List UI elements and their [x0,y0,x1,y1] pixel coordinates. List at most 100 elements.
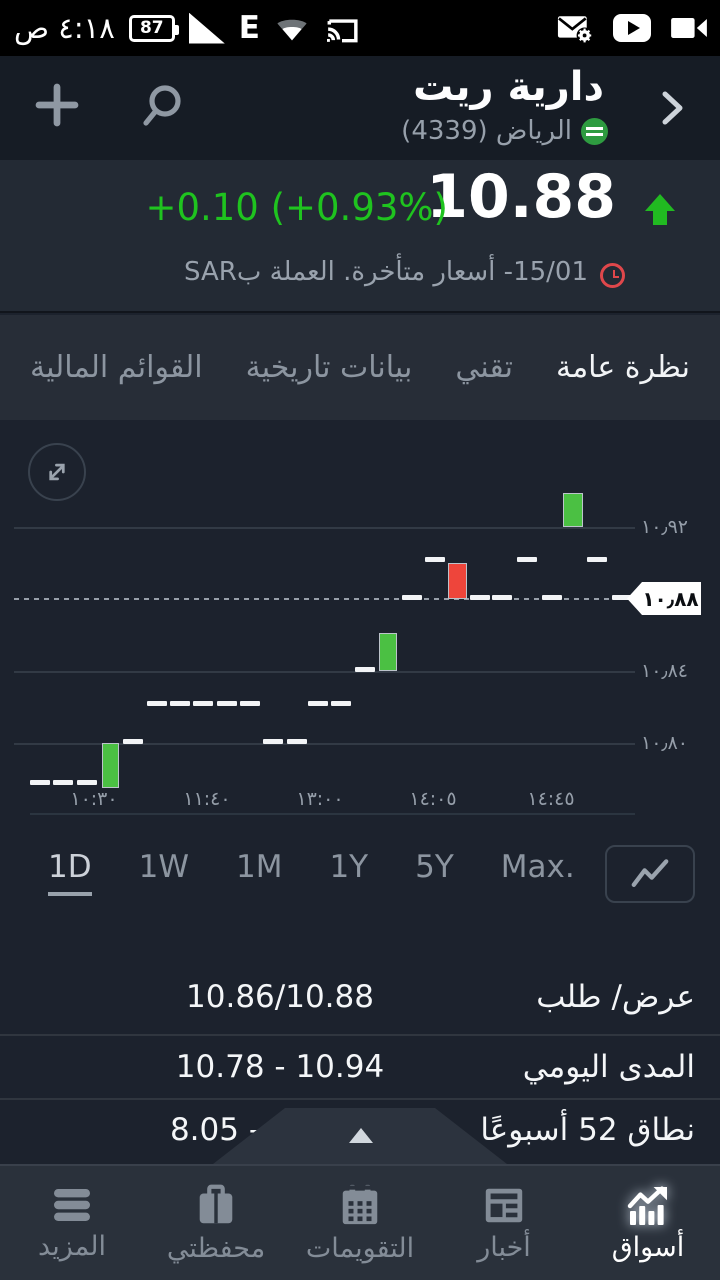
network-type-e: E [238,9,260,46]
add-to-watchlist-icon[interactable] [30,78,84,132]
stat-label: عرض/ طلب [536,979,695,1015]
doji-candle [308,700,328,706]
doji-candle [217,700,237,706]
mail-settings-icon [556,12,594,44]
bearish-candle [448,563,467,599]
doji-candle [517,556,537,562]
videocam-icon [670,14,708,42]
tab-financials[interactable]: القوائم المالية [30,350,203,385]
quote-summary: 10.88 +0.10 (+0.93%) 15/01- أسعار متأخرة… [0,160,720,313]
app-header: دارية ريت الرياض (4339) [0,56,720,160]
doji-candle [193,700,213,706]
chart-y-tick: ١٠٫٨٤ [641,660,688,682]
doji-candle [170,700,190,706]
battery-percent: 87 [139,17,164,38]
tab-bar: نظرة عامة تقني بيانات تاريخية القوائم المال… [0,315,720,420]
clock-time: ٤:١٨ ص [14,11,115,45]
more-icon [48,1184,96,1226]
bullish-candle [379,633,397,671]
cast-icon [324,13,360,43]
calendars-icon [337,1182,383,1228]
chart-x-tick: ١١:٤٠ [183,788,231,810]
last-price: 10.88 [426,162,616,232]
chart-x-tick: ١٤:٤٥ [527,788,575,810]
doji-candle [612,594,632,600]
nav-label: محفظتي [166,1233,266,1265]
battery-icon: 87 [128,14,179,42]
instrument-subtitle: الرياض (4339) [401,116,608,146]
nav-item-more[interactable]: المزيد [0,1166,144,1280]
doji-candle [147,700,167,706]
instrument-title: دارية ريت [413,64,604,110]
range-1w[interactable]: 1W [138,849,189,885]
chart-type-button[interactable] [605,845,695,903]
nav-label: التقويمات [305,1233,415,1265]
stat-label: المدى اليومي [522,1049,695,1085]
chart-x-tick: ١٠:٣٠ [70,788,118,810]
doji-candle [287,738,307,744]
doji-candle [331,700,351,706]
price-note: 15/01- أسعار متأخرة. العملة بSAR [184,257,588,287]
current-price-tag-label: ١٠٫٨٨ [642,586,699,611]
chart-y-tick: ١٠٫٩٢ [641,516,688,538]
range-1y[interactable]: 1Y [329,849,369,885]
doji-candle [492,594,512,600]
doji-candle [263,738,283,744]
search-icon[interactable] [136,80,188,132]
status-bar: ٤:١٨ ص 87 E [0,0,720,56]
signal-icon [188,12,225,44]
news-icon [481,1183,527,1227]
nav-item-news[interactable]: أخبار [432,1166,576,1280]
tab-technical[interactable]: تقني [455,350,513,385]
chart-x-tick: ١٣:٠٠ [296,788,344,810]
exchange-symbol: الرياض (4339) [401,116,572,146]
chart-y-tick: ١٠٫٨٠ [641,732,688,754]
doji-candle [123,738,143,744]
range-list: 1D 1W 1M 1Y 5Y Max. [48,849,575,896]
tab-historical[interactable]: بيانات تاريخية [245,350,413,385]
markets-icon [624,1183,672,1227]
chart-gridline [14,743,635,745]
youtube-icon [612,13,652,43]
price-change: +0.10 (+0.93%) [145,186,448,229]
range-5y[interactable]: 5Y [415,849,454,885]
stat-row-week52-range: نطاق 52 أسبوعًا 8.05 - [0,1100,720,1160]
chart-gridline [14,527,635,529]
bullish-candle [102,743,119,788]
nav-label: أسواق [611,1232,685,1264]
doji-candle [402,594,422,600]
range-1m[interactable]: 1M [235,849,283,885]
nav-item-portfolio[interactable]: محفظتي [144,1166,288,1280]
range-max[interactable]: Max. [500,849,575,885]
doji-candle [425,556,445,562]
doji-candle [77,780,97,786]
price-chart[interactable]: ١٠٫٩٢ ١٠٫٨٤ ١٠٫٨٠ ١٠٫٨٨ ١٠:٣٠ ١١:٤٠ ١٣:٠٠ ١٤:٠٥… [0,420,720,835]
doji-candle [53,780,73,786]
nav-item-markets[interactable]: أسواق [576,1166,720,1280]
back-chevron-icon[interactable] [660,86,686,130]
doji-candle [240,700,260,706]
nav-label: المزيد [38,1231,106,1263]
range-1d[interactable]: 1D [48,849,92,896]
stats-table: عرض/ طلب 10.86/10.88 المدى اليومي 10.78 - 1… [0,960,720,1160]
stat-row-day-range: المدى اليومي 10.78 - 10.94 [0,1036,720,1100]
doji-candle [542,594,562,600]
nav-item-calendars[interactable]: التقويمات [288,1166,432,1280]
doji-candle [30,780,50,786]
chart-x-tick: ١٤:٠٥ [409,788,457,810]
doji-candle [587,556,607,562]
stat-row-bid-ask: عرض/ طلب 10.86/10.88 [0,960,720,1036]
tab-overview[interactable]: نظرة عامة [556,350,690,385]
range-bar: 1D 1W 1M 1Y 5Y Max. [0,835,720,915]
current-price-tag: ١٠٫٨٨ [627,582,701,615]
stat-label: نطاق 52 أسبوعًا [480,1112,695,1148]
doji-candle [355,666,375,672]
portfolio-icon [193,1182,239,1228]
wifi-icon [274,13,310,43]
current-price-line [14,598,627,600]
saudi-flag-icon [581,117,608,145]
stat-value: 10.78 - 10.94 [175,1049,385,1085]
bottom-nav: أسواق أخبار التقويمات محفظتي المزيد [0,1164,720,1280]
expand-chart-icon[interactable] [28,443,86,501]
